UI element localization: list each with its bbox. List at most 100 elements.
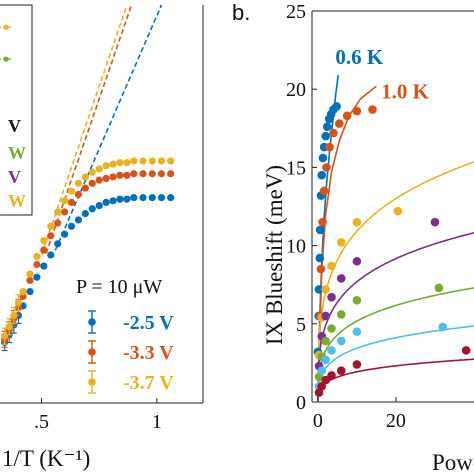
data-point-1-13 bbox=[81, 184, 89, 192]
right-plot-area bbox=[311, 10, 474, 403]
data-point-0-22 bbox=[148, 194, 156, 202]
data-point-2-24 bbox=[167, 157, 175, 165]
data-point-0-14 bbox=[88, 205, 96, 213]
panel-label: b. bbox=[232, 0, 250, 25]
data-point-1-15 bbox=[95, 176, 103, 184]
data-point-1-9 bbox=[54, 219, 62, 227]
data-point-b-6-1 bbox=[317, 382, 327, 391]
data-point-0-18 bbox=[116, 195, 124, 203]
left-x-ticks: .5 1 bbox=[34, 398, 162, 433]
inset-swatch-marker-0 bbox=[3, 24, 9, 30]
data-point-b-0-3 bbox=[315, 253, 325, 263]
data-point-b-4-2 bbox=[321, 336, 330, 346]
data-point-2-1 bbox=[5, 322, 13, 331]
right-x-tick-label-1: 20 bbox=[386, 410, 406, 432]
data-point-2-21 bbox=[139, 157, 147, 165]
data-point-b-1-2 bbox=[318, 217, 327, 227]
data-point-2-15 bbox=[95, 165, 103, 173]
legend-label-1: -3.3 V bbox=[123, 342, 174, 364]
data-point-b-4-5 bbox=[352, 296, 362, 305]
data-point-2-9 bbox=[54, 208, 62, 216]
data-point-1-11 bbox=[67, 198, 76, 207]
data-point-2-13 bbox=[81, 173, 89, 181]
legend-title: P = 10 μW bbox=[76, 276, 162, 298]
right-y-tick-label-0: 0 bbox=[296, 392, 306, 414]
data-point-b-3-2 bbox=[321, 311, 330, 321]
data-point-2-18 bbox=[116, 159, 124, 167]
data-point-2-2 bbox=[10, 311, 18, 320]
data-point-2-14 bbox=[88, 168, 96, 176]
data-point-b-5-1 bbox=[317, 366, 327, 376]
data-point-b-0-2 bbox=[314, 285, 324, 294]
data-point-0-24 bbox=[167, 194, 175, 202]
data-point-1-24 bbox=[167, 170, 175, 178]
data-point-b-6-5 bbox=[352, 360, 362, 369]
data-point-b-1-7 bbox=[335, 119, 344, 128]
data-point-2-4 bbox=[19, 287, 27, 296]
data-point-b-1-9 bbox=[352, 106, 362, 116]
data-point-0-13 bbox=[81, 209, 89, 218]
data-point-b-5-5 bbox=[352, 327, 362, 336]
fit-curve-3 bbox=[317, 232, 474, 380]
data-point-1-14 bbox=[88, 179, 96, 187]
left-legend: P = 10 μW -2.5 V -3.3 V -3.7 V bbox=[76, 276, 174, 394]
inset-legend-label-3: W bbox=[8, 191, 26, 211]
right-y-axis-label: IX Blueshift (meV) bbox=[262, 165, 287, 345]
data-point-2-5 bbox=[26, 270, 34, 278]
data-point-2-16 bbox=[102, 162, 110, 170]
left-x-axis-label: 1/T (K⁻¹) bbox=[2, 446, 90, 471]
data-point-0-16 bbox=[102, 198, 110, 207]
data-point-0-23 bbox=[157, 194, 166, 202]
data-point-0-8 bbox=[47, 251, 55, 259]
data-point-b-1-6 bbox=[329, 128, 338, 138]
legend-label-2: -3.7 V bbox=[123, 372, 174, 394]
data-point-1-5 bbox=[26, 276, 34, 285]
data-point-b-2-6 bbox=[393, 206, 403, 216]
inset-legend-box bbox=[0, 4, 33, 216]
data-point-0-21 bbox=[139, 194, 147, 202]
left-x-tick-label-1: 1 bbox=[152, 411, 162, 433]
right-x-ticks: 0 20 bbox=[313, 397, 406, 432]
data-point-0-7 bbox=[40, 262, 48, 270]
data-point-2-0 bbox=[1, 332, 9, 340]
data-point-2-10 bbox=[60, 197, 69, 205]
right-x-axis-label: Powe bbox=[432, 450, 474, 474]
data-point-0-11 bbox=[67, 222, 76, 230]
data-point-1-7 bbox=[40, 246, 48, 254]
data-point-0-9 bbox=[54, 240, 62, 248]
data-point-2-23 bbox=[157, 157, 166, 165]
left-x-tick-label-0: .5 bbox=[34, 411, 49, 433]
right-annotations: 0.6 K 1.0 K bbox=[335, 45, 429, 103]
data-point-b-1-1 bbox=[316, 264, 326, 274]
data-point-b-2-5 bbox=[352, 217, 362, 227]
data-point-b-4-4 bbox=[336, 310, 346, 319]
data-point-0-5 bbox=[26, 287, 34, 296]
data-point-b-0-14 bbox=[332, 102, 341, 111]
inset-legend-label-2: V bbox=[8, 167, 21, 187]
data-point-2-8 bbox=[47, 222, 55, 230]
data-point-2-11 bbox=[67, 187, 76, 195]
data-point-b-0-10 bbox=[322, 122, 332, 132]
fit-curve-4 bbox=[317, 287, 474, 387]
right-y-tick-label-2: 10 bbox=[286, 236, 306, 258]
right-panel: b. IX Blueshift (meV) 0 5 10 15 20 25 0 20 Pow… bbox=[232, 0, 474, 474]
data-point-b-3-3 bbox=[327, 292, 336, 302]
fit-curve-2 bbox=[317, 161, 474, 370]
inset-legend-label-1: W bbox=[8, 143, 26, 163]
legend-marker-0 bbox=[88, 318, 96, 326]
data-point-b-6-6 bbox=[461, 346, 471, 355]
data-point-1-16 bbox=[102, 174, 110, 183]
legend-label-0: -2.5 V bbox=[123, 312, 174, 334]
data-point-0-20 bbox=[130, 194, 138, 202]
data-point-2-20 bbox=[130, 157, 138, 165]
data-point-0-17 bbox=[109, 197, 117, 205]
data-point-b-6-3 bbox=[327, 371, 336, 380]
data-point-b-2-2 bbox=[321, 285, 330, 294]
fit-curve-6 bbox=[317, 358, 474, 397]
data-point-b-5-6 bbox=[438, 322, 448, 332]
data-point-1-6 bbox=[33, 260, 41, 269]
data-point-1-17 bbox=[109, 173, 117, 181]
